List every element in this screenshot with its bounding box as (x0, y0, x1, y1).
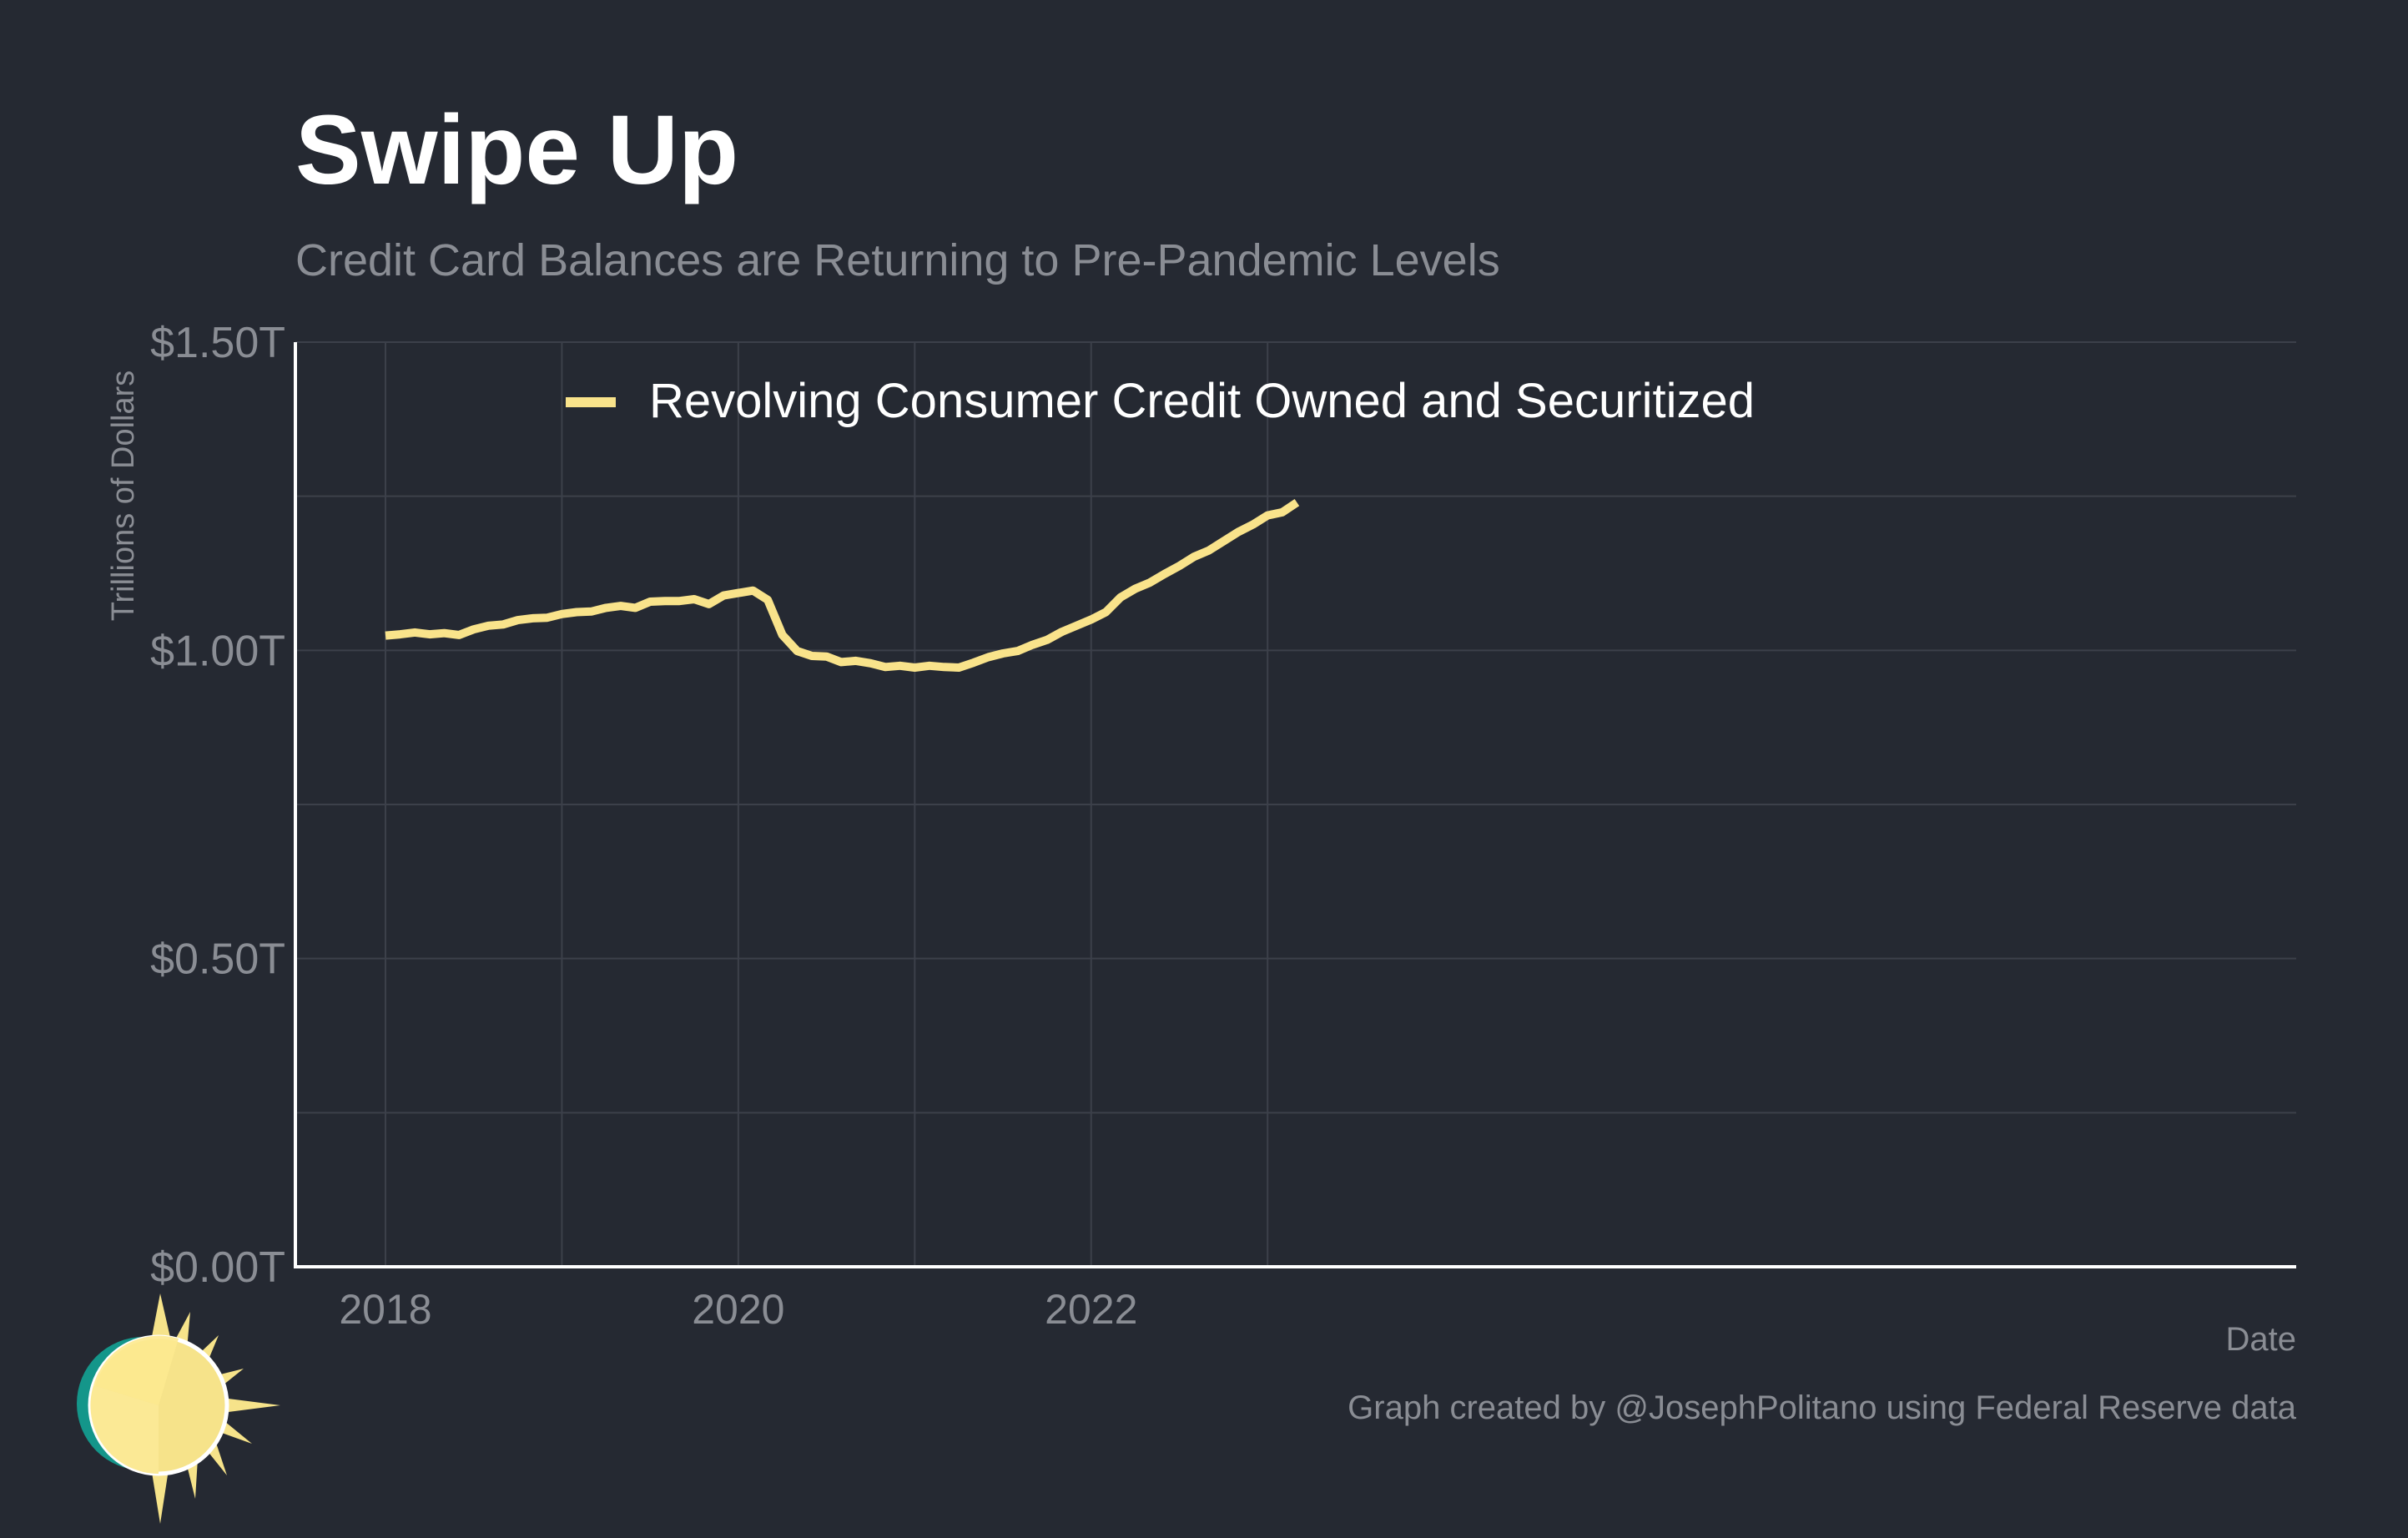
y-tick-label: $0.50T (150, 935, 285, 984)
sun-logo-icon (77, 1293, 280, 1524)
x-tick-label: 2020 (692, 1286, 784, 1333)
y-tick-label: $1.50T (150, 319, 285, 367)
series (385, 498, 1300, 672)
y-tick-label: $0.00T (150, 1243, 285, 1292)
plot-area: $0.00T $0.50T $1.00T $1.50T 2018 2020 2022 (150, 319, 2296, 1333)
grid (295, 341, 2296, 1268)
x-axis-title: Date (2226, 1321, 2297, 1358)
y-tick-label: $1.00T (150, 627, 285, 675)
series-line (385, 498, 1300, 672)
chart-title: Swipe Up (295, 95, 738, 205)
chart-subtitle: Credit Card Balances are Returning to Pr… (295, 235, 1500, 285)
axes (294, 342, 2296, 1268)
x-tick-labels: 2018 2020 2022 (339, 1286, 1137, 1333)
x-tick-label: 2018 (339, 1286, 431, 1333)
y-axis-title: Trillions of Dollars (106, 371, 141, 622)
legend-label: Revolving Consumer Credit Owned and Secu… (649, 374, 1755, 428)
legend: Revolving Consumer Credit Owned and Secu… (566, 374, 1755, 428)
x-tick-label: 2022 (1045, 1286, 1137, 1333)
caption: Graph created by @JosephPolitano using F… (1348, 1389, 2297, 1426)
y-tick-labels: $0.00T $0.50T $1.00T $1.50T (150, 319, 285, 1292)
